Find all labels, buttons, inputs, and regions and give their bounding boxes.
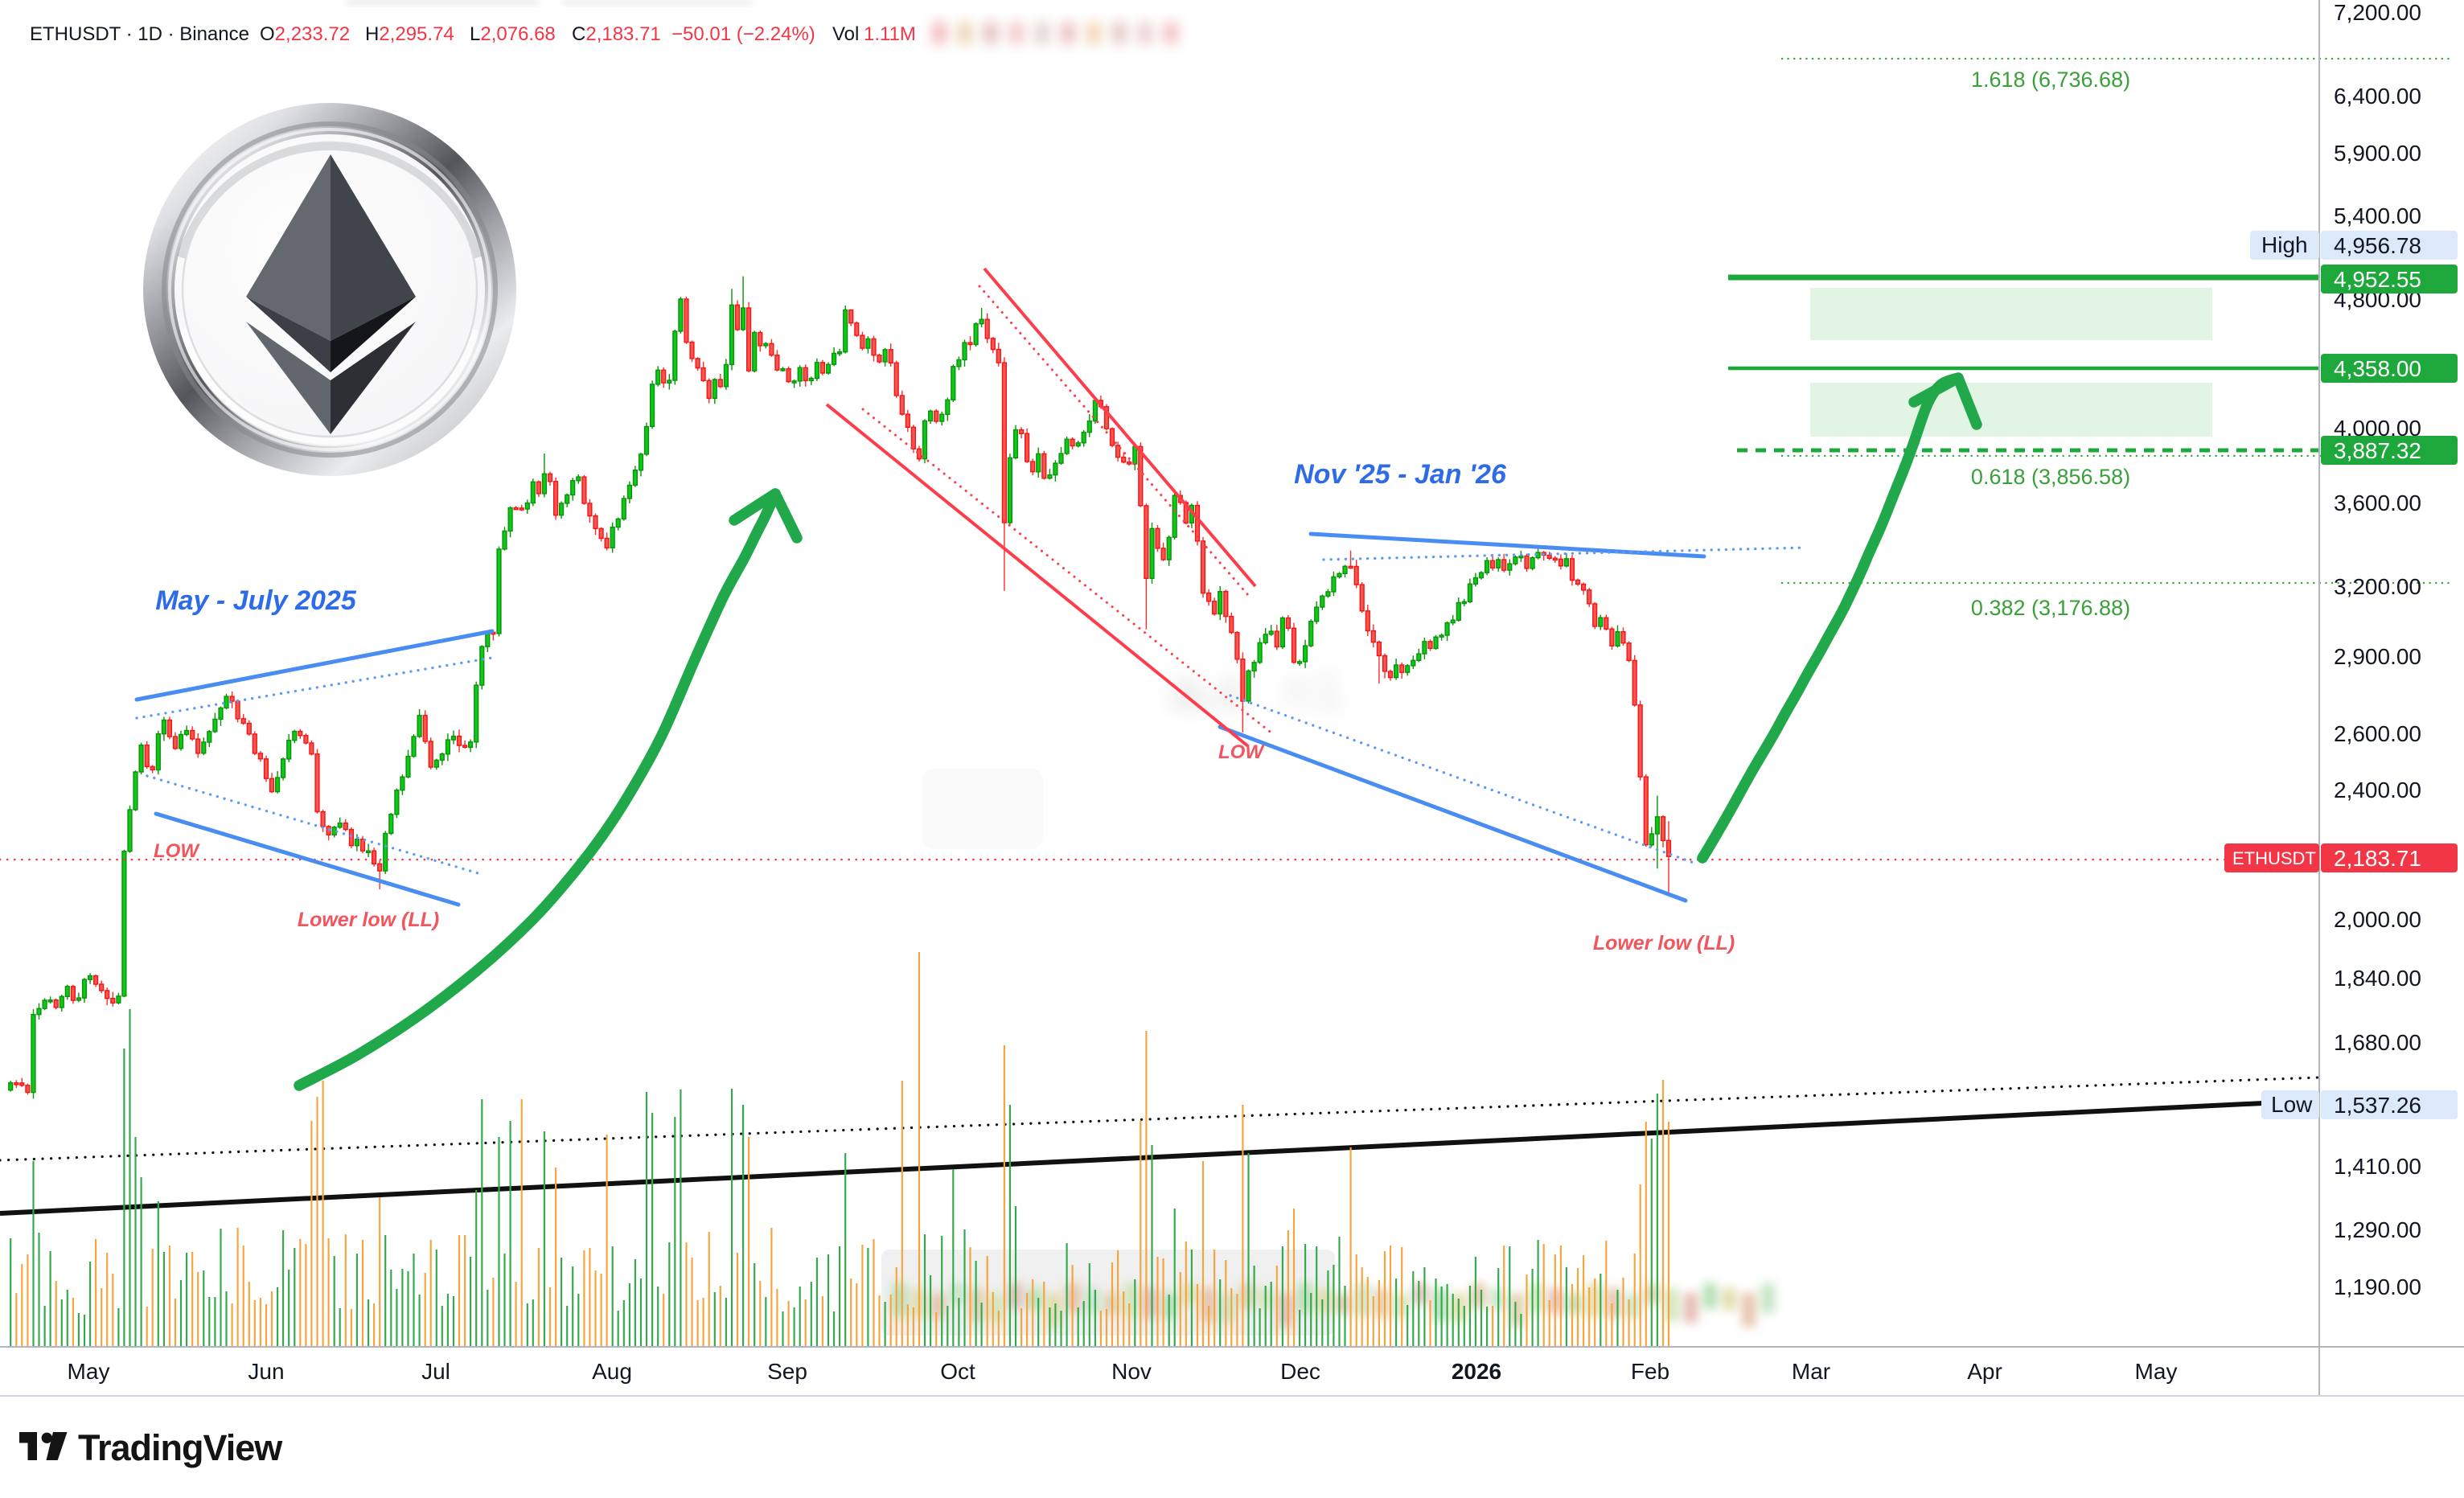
svg-text:1,190.00: 1,190.00 [2334, 1274, 2421, 1299]
svg-text:Nov '25 - Jan '26: Nov '25 - Jan '26 [1294, 459, 1507, 490]
svg-text:Aug: Aug [592, 1359, 632, 1384]
svg-text:2,400.00: 2,400.00 [2334, 778, 2421, 802]
svg-text:1.11M: 1.11M [864, 23, 916, 45]
svg-text:4,358.00: 4,358.00 [2334, 356, 2421, 381]
svg-text:C2,183.71: C2,183.71 [572, 23, 661, 45]
svg-text:Lower low (LL): Lower low (LL) [1593, 932, 1735, 954]
svg-text:O2,233.72: O2,233.72 [260, 23, 350, 45]
svg-text:1,537.26: 1,537.26 [2334, 1093, 2421, 1118]
svg-text:2,600.00: 2,600.00 [2334, 721, 2421, 746]
svg-text:Jul: Jul [421, 1359, 450, 1384]
svg-text:High: High [2261, 232, 2308, 257]
svg-text:Jun: Jun [248, 1359, 284, 1384]
svg-text:Mar: Mar [1792, 1359, 1830, 1384]
svg-text:0.618 (3,856.58): 0.618 (3,856.58) [1971, 465, 2130, 489]
svg-text:Oct: Oct [940, 1359, 975, 1384]
svg-text:n1: n1 [1283, 659, 1345, 721]
svg-text:4,956.78: 4,956.78 [2334, 233, 2421, 258]
svg-text:3,887.32: 3,887.32 [2334, 438, 2421, 463]
svg-text:1.618 (6,736.68): 1.618 (6,736.68) [1971, 68, 2130, 92]
svg-text:1,410.00: 1,410.00 [2334, 1154, 2421, 1179]
svg-text:1,290.00: 1,290.00 [2334, 1217, 2421, 1242]
svg-text:2026: 2026 [1452, 1359, 1501, 1384]
svg-text:Lower low (LL): Lower low (LL) [298, 909, 439, 931]
svg-text:2,900.00: 2,900.00 [2334, 644, 2421, 669]
svg-text:H2,295.74: H2,295.74 [365, 23, 454, 45]
svg-text:4,952.55: 4,952.55 [2334, 267, 2421, 292]
svg-text:6,400.00: 6,400.00 [2334, 84, 2421, 109]
svg-text:L2,076.68: L2,076.68 [470, 23, 556, 45]
svg-text:2,000.00: 2,000.00 [2334, 907, 2421, 932]
svg-text:−50.01 (−2.24%): −50.01 (−2.24%) [671, 23, 815, 45]
svg-text:a.c: a.c [1170, 659, 1248, 721]
svg-text:1,680.00: 1,680.00 [2334, 1030, 2421, 1055]
svg-text:0.382 (3,176.88): 0.382 (3,176.88) [1971, 596, 2130, 620]
svg-text:ETHUSDT · 1D · Binance: ETHUSDT · 1D · Binance [30, 23, 249, 45]
svg-text:LOW: LOW [154, 840, 200, 862]
svg-text:3,600.00: 3,600.00 [2334, 490, 2421, 515]
svg-text:Dec: Dec [1280, 1359, 1320, 1384]
svg-text:May: May [2135, 1359, 2178, 1384]
svg-text:7,200.00: 7,200.00 [2334, 0, 2421, 25]
svg-text:1,840.00: 1,840.00 [2334, 966, 2421, 991]
svg-text:5,900.00: 5,900.00 [2334, 141, 2421, 166]
svg-text:Vol: Vol [832, 23, 859, 45]
svg-text:TradingView: TradingView [78, 1427, 283, 1468]
svg-text:ETHUSDT: ETHUSDT [2232, 848, 2316, 868]
svg-text:May - July 2025: May - July 2025 [155, 585, 357, 616]
svg-text:Sep: Sep [767, 1359, 807, 1384]
svg-text:Apr: Apr [1967, 1359, 2002, 1384]
svg-text:Nov: Nov [1111, 1359, 1152, 1384]
svg-text:Feb: Feb [1631, 1359, 1669, 1384]
svg-text:3,200.00: 3,200.00 [2334, 574, 2421, 599]
svg-text:May: May [68, 1359, 110, 1384]
svg-text:LOW: LOW [1218, 741, 1265, 763]
svg-text:Low: Low [2271, 1092, 2313, 1117]
svg-text:5,400.00: 5,400.00 [2334, 203, 2421, 228]
svg-text:2,183.71: 2,183.71 [2334, 846, 2421, 871]
